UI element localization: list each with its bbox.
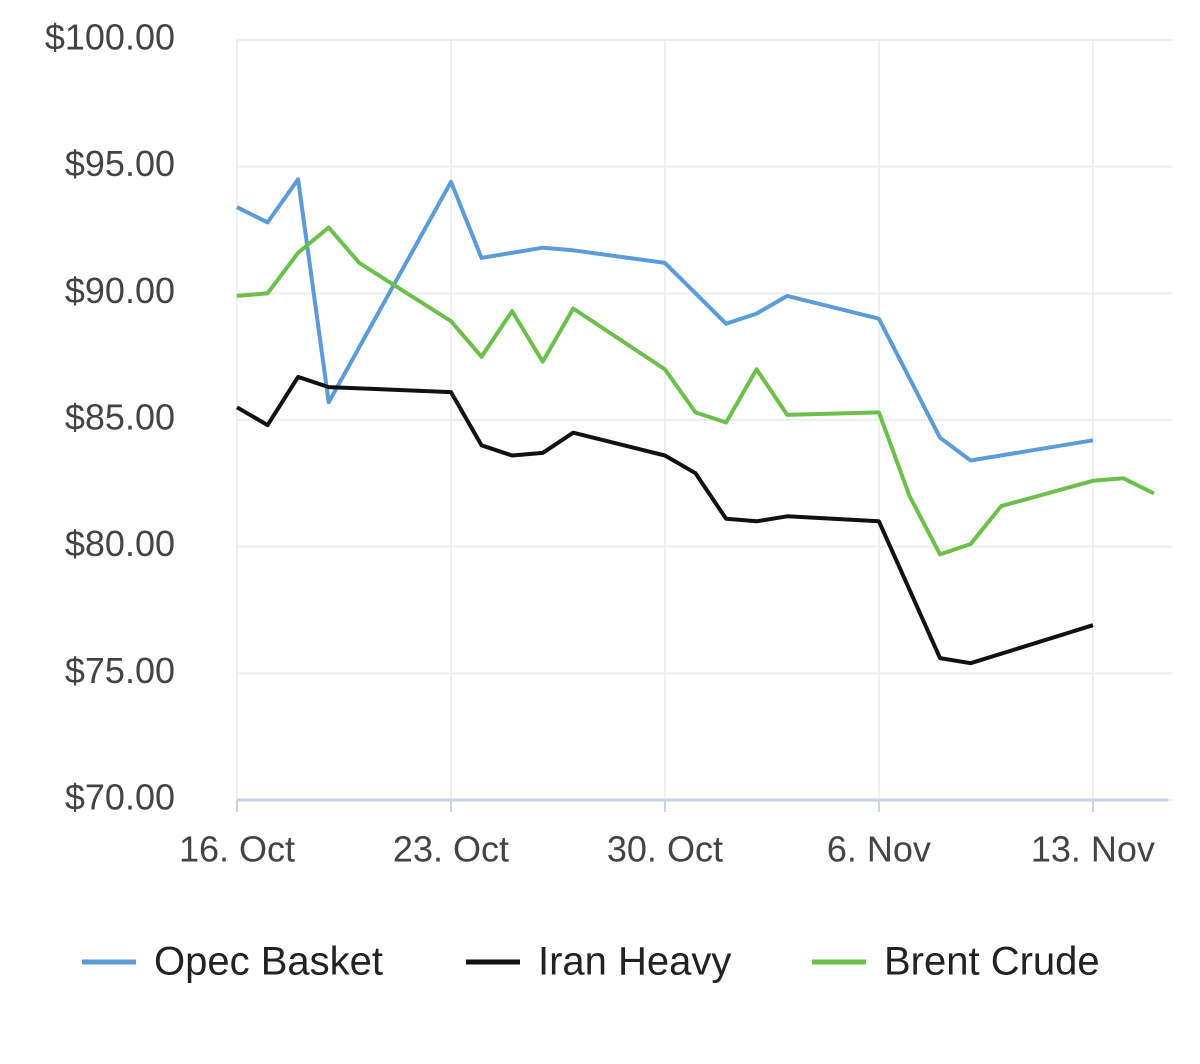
y-tick-label: $90.00 [65, 270, 175, 311]
x-tick-label: 16. Oct [179, 829, 295, 870]
y-tick-label: $85.00 [65, 397, 175, 438]
x-tick-label: 30. Oct [607, 829, 723, 870]
legend-label: Brent Crude [884, 940, 1100, 984]
x-tick-label: 23. Oct [393, 829, 509, 870]
legend-label: Opec Basket [154, 940, 383, 984]
y-tick-label: $95.00 [65, 143, 175, 184]
x-tick-label: 6. Nov [827, 829, 931, 870]
series-line [236, 177, 1094, 463]
legend-label: Iran Heavy [538, 940, 731, 984]
x-tick-label: 13. Nov [1031, 829, 1155, 870]
y-tick-label: $75.00 [65, 650, 175, 691]
y-tick-label: $70.00 [65, 777, 175, 818]
series-line [236, 225, 1155, 557]
series-line [235, 374, 1094, 666]
y-tick-label: $100.00 [45, 17, 175, 58]
y-tick-label: $80.00 [65, 523, 175, 564]
